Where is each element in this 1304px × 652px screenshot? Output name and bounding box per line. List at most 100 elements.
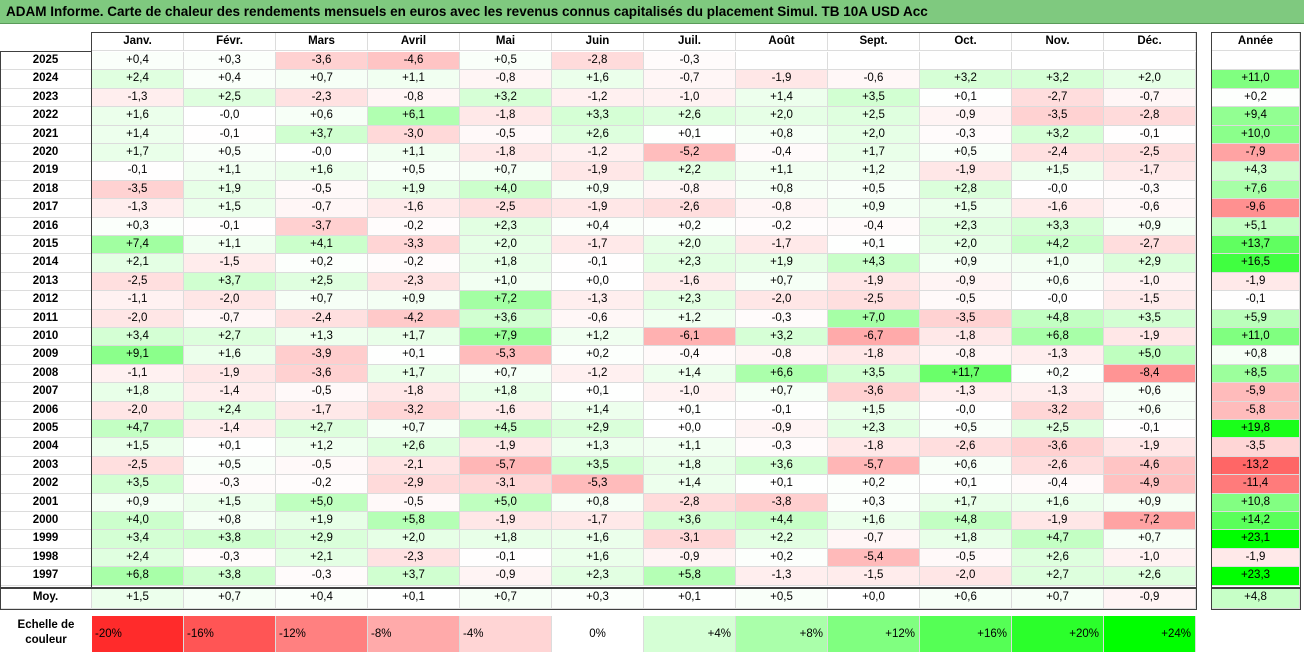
month-value-cell: +1,1: [368, 144, 460, 163]
month-value-cell: -2,3: [368, 548, 460, 568]
month-value-cell: -1,9: [552, 162, 644, 181]
year-label: 1998: [0, 548, 92, 568]
month-value-cell: +0,4: [184, 70, 276, 89]
month-header: Mars: [276, 33, 368, 51]
month-value-cell: +0,2: [828, 475, 920, 494]
month-value-cell: +2,6: [368, 438, 460, 457]
month-value-cell: [1012, 52, 1104, 71]
month-value-cell: -1,6: [368, 199, 460, 218]
color-scale-swatch: -20%: [92, 616, 184, 652]
month-value-cell: +1,8: [460, 383, 552, 402]
month-value-cell: +1,1: [368, 70, 460, 89]
color-scale-swatch: -8%: [368, 616, 460, 652]
month-value-cell: -0,1: [92, 162, 184, 181]
month-value-cell: +9,1: [92, 346, 184, 365]
month-value-cell: +2,7: [184, 328, 276, 347]
month-value-cell: -0,9: [736, 420, 828, 439]
month-value-cell: -0,5: [276, 383, 368, 402]
month-value-cell: -3,2: [368, 401, 460, 420]
month-value-cell: -1,7: [1104, 162, 1196, 181]
color-scale-swatch: +12%: [828, 616, 920, 652]
month-value-cell: +1,6: [552, 70, 644, 89]
month-value-cell: +1,6: [552, 530, 644, 549]
year-label: 2007: [0, 383, 92, 402]
month-value-cell: -0,8: [460, 70, 552, 89]
month-value-cell: -0,1: [184, 125, 276, 144]
month-value-cell: -1,7: [736, 236, 828, 255]
month-value-cell: +1,1: [644, 438, 736, 457]
year-label: 2018: [0, 180, 92, 200]
month-value-cell: +3,4: [92, 328, 184, 347]
month-value-cell: +4,4: [736, 512, 828, 531]
month-value-cell: +2,5: [276, 272, 368, 292]
month-value-cell: +0,2: [276, 254, 368, 273]
month-value-cell: -2,5: [828, 291, 920, 310]
annual-value-cell: -13,2: [1212, 456, 1300, 476]
month-value-cell: -1,9: [1104, 328, 1196, 347]
month-value-cell: -2,4: [276, 309, 368, 328]
month-value-cell: +2,3: [644, 254, 736, 273]
month-value-cell: +5,0: [276, 493, 368, 512]
month-value-cell: -0,3: [920, 125, 1012, 144]
month-value-cell: +1,7: [828, 144, 920, 163]
month-value-cell: +2,5: [828, 107, 920, 126]
month-value-cell: +0,5: [828, 180, 920, 200]
month-value-cell: +0,8: [736, 180, 828, 200]
month-value-cell: +1,6: [828, 512, 920, 531]
month-value-cell: +1,4: [92, 125, 184, 144]
month-value-cell: -0,0: [184, 107, 276, 126]
month-value-cell: -0,9: [920, 107, 1012, 126]
month-value-cell: +0,6: [1104, 401, 1196, 420]
month-value-cell: +0,5: [368, 162, 460, 181]
average-value-cell: +0,7: [460, 589, 552, 609]
month-value-cell: -1,8: [460, 107, 552, 126]
month-value-cell: +3,2: [1012, 70, 1104, 89]
month-value-cell: +0,8: [184, 512, 276, 531]
average-value-cell: +0,3: [552, 589, 644, 609]
year-label: 2014: [0, 254, 92, 273]
annual-value-cell: +8,5: [1212, 364, 1300, 384]
month-value-cell: [828, 52, 920, 71]
month-value-cell: -0,6: [1104, 199, 1196, 218]
annual-value-cell: +10,0: [1212, 125, 1300, 144]
average-value-cell: -0,9: [1104, 589, 1196, 609]
month-value-cell: +2,5: [184, 88, 276, 108]
month-value-cell: [920, 52, 1012, 71]
month-value-cell: +2,0: [368, 530, 460, 549]
month-value-cell: +0,1: [828, 236, 920, 255]
month-value-cell: -0,5: [276, 456, 368, 476]
month-value-cell: +3,5: [1104, 309, 1196, 328]
month-value-cell: +2,9: [1104, 254, 1196, 273]
month-value-cell: -0,7: [644, 70, 736, 89]
month-value-cell: +0,9: [828, 199, 920, 218]
month-value-cell: +3,5: [828, 88, 920, 108]
annual-value-cell: +11,0: [1212, 328, 1300, 347]
month-value-cell: -3,6: [276, 364, 368, 384]
month-value-cell: -1,8: [828, 438, 920, 457]
month-value-cell: -1,0: [1104, 272, 1196, 292]
month-value-cell: +3,5: [828, 364, 920, 384]
annual-value-cell: -0,1: [1212, 291, 1300, 310]
annual-value-cell: -11,4: [1212, 475, 1300, 494]
month-value-cell: -1,2: [552, 364, 644, 384]
month-value-cell: +1,4: [644, 364, 736, 384]
month-value-cell: -2,9: [368, 475, 460, 494]
month-value-cell: +0,1: [644, 125, 736, 144]
average-value-cell: +0,1: [644, 589, 736, 609]
month-value-cell: -2,3: [276, 88, 368, 108]
month-value-cell: -1,5: [828, 567, 920, 586]
month-value-cell: +1,7: [368, 328, 460, 347]
month-value-cell: +0,7: [460, 162, 552, 181]
month-value-cell: -3,6: [828, 383, 920, 402]
average-value-cell: +0,1: [368, 589, 460, 609]
month-value-cell: +3,3: [552, 107, 644, 126]
month-value-cell: -2,6: [1012, 456, 1104, 476]
month-value-cell: -0,8: [736, 199, 828, 218]
annual-value-cell: +7,6: [1212, 180, 1300, 200]
month-value-cell: -0,9: [644, 548, 736, 568]
month-value-cell: -0,2: [736, 217, 828, 236]
month-value-cell: +3,2: [460, 88, 552, 108]
month-value-cell: +1,8: [920, 530, 1012, 549]
month-value-cell: [1104, 52, 1196, 71]
annual-value-cell: +14,2: [1212, 512, 1300, 531]
